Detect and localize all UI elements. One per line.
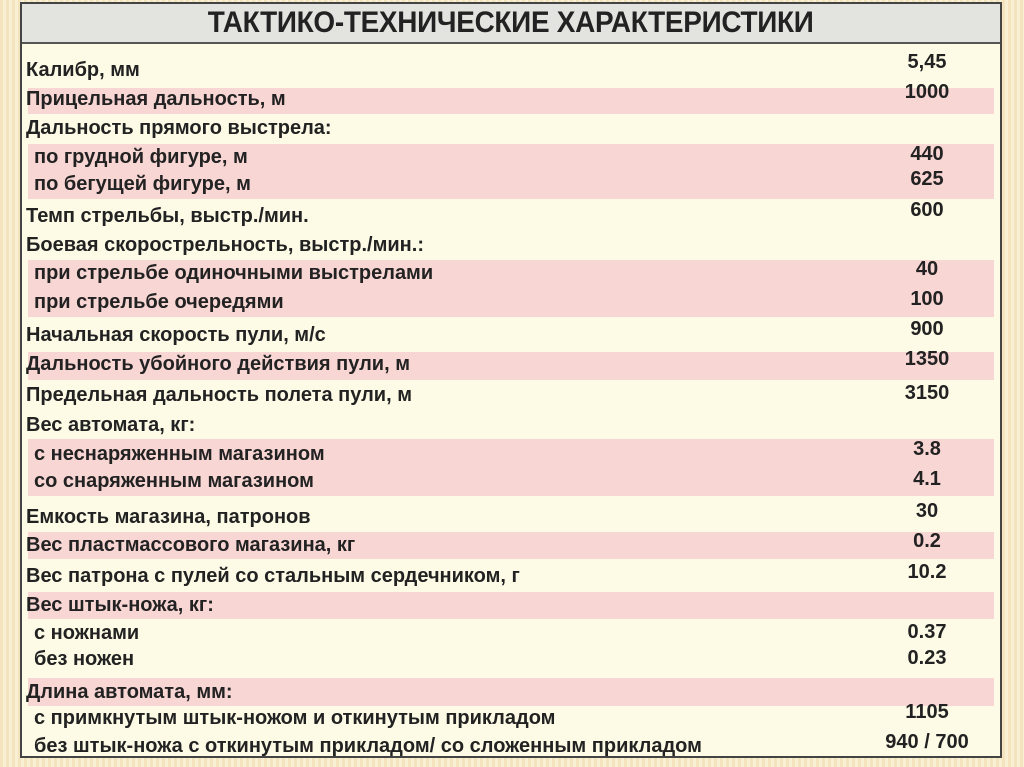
highlight-band: [28, 439, 994, 496]
row-label: Дальность прямого выстрела:: [26, 117, 332, 139]
row-value: 5,45: [907, 51, 947, 73]
row-label: Калибр, мм: [26, 59, 140, 81]
row-label: Вес патрона с пулей со стальным сердечни…: [26, 565, 520, 587]
row-label: Вес пластмассового магазина, кг: [26, 534, 356, 556]
highlight-band: [28, 352, 994, 380]
table-row: без ножен 0.23: [26, 645, 996, 671]
row-value: 10.2: [907, 561, 947, 583]
table-row: Емкость магазина, патронов 30: [26, 500, 996, 529]
table-row: без штык-ножа с откинутым прикладом/ со …: [26, 731, 996, 758]
table-row: Вес пластмассового магазина, кг 0.2: [26, 530, 996, 557]
row-label: Вес штык-ножа, кг:: [26, 594, 214, 616]
row-value: 40: [915, 258, 939, 280]
table-row: по бегущей фигуре, м 625: [26, 168, 996, 196]
row-value: 30: [915, 500, 939, 522]
row-value: 1350: [904, 348, 950, 370]
table-row: со снаряженным магазином 4.1: [26, 467, 996, 493]
row-value: 0.37: [907, 621, 947, 643]
table-row: при стрельбе очередями 100: [26, 288, 996, 314]
row-value: 0.2: [913, 530, 941, 552]
table-row: Дальность прямого выстрела:: [26, 114, 996, 140]
table-row: Вес патрона с пулей со стальным сердечни…: [26, 561, 996, 588]
row-label: Вес автомата, кг:: [26, 414, 196, 436]
row-value: 625: [910, 168, 944, 190]
table-row: Прицельная дальность, м 1000: [26, 81, 996, 111]
row-label: без штык-ножа с откинутым прикладом/ со …: [34, 735, 702, 757]
row-label: по грудной фигуре, м: [34, 146, 248, 168]
row-label: Начальная скорость пули, м/с: [26, 324, 326, 346]
table-row: с примкнутым штык-ножом и откинутым прик…: [26, 701, 996, 730]
row-value: 1000: [904, 81, 950, 103]
page-title: ТАКТИКО-ТЕХНИЧЕСКИЕ ХАРАКТЕРИСТИКИ: [208, 6, 814, 39]
row-label: без ножен: [34, 648, 135, 670]
table-row: Предельная дальность полета пули, м 3150: [26, 381, 996, 407]
row-label: при стрельбе одиночными выстрелами: [34, 262, 434, 284]
table-row: Длина автомата, мм:: [26, 678, 996, 704]
row-label: Длина автомата, мм:: [26, 681, 233, 703]
table-row: с ножнами 0.37: [26, 619, 996, 645]
row-label: Прицельная дальность, м: [26, 88, 286, 110]
row-label: со снаряженным магазином: [34, 470, 314, 492]
table-row: с неснаряженным магазином 3.8: [26, 438, 996, 466]
row-value: 3.8: [913, 438, 941, 460]
row-value: 3150: [904, 382, 950, 404]
row-value: 900: [910, 318, 944, 340]
highlight-band: [28, 592, 994, 619]
table-row: Калибр, мм 5,45: [26, 51, 996, 82]
highlight-band: [28, 532, 994, 559]
header: ТАКТИКО-ТЕХНИЧЕСКИЕ ХАРАКТЕРИСТИКИ: [22, 4, 1000, 44]
row-value: 440: [910, 143, 944, 165]
row-value: 0.23: [907, 647, 947, 669]
table-row: Вес штык-ножа, кг:: [26, 591, 996, 617]
table-row: Начальная скорость пули, м/с 900: [26, 318, 996, 347]
row-value: 600: [910, 199, 944, 221]
row-value: 940 / 700: [885, 731, 969, 753]
row-value: 4.1: [913, 468, 941, 490]
highlight-band: [28, 678, 994, 706]
table-row: по грудной фигуре, м 440: [26, 143, 996, 169]
row-label: с неснаряженным магазином: [34, 443, 325, 465]
highlight-band: [28, 260, 994, 317]
table-row: Боевая скорострельность, выстр./мин.:: [26, 231, 996, 257]
row-label: Боевая скорострельность, выстр./мин.:: [26, 234, 424, 256]
highlight-band: [28, 144, 994, 199]
row-label: Дальность убойного действия пули, м: [26, 353, 410, 375]
specs-table: ТАКТИКО-ТЕХНИЧЕСКИЕ ХАРАКТЕРИСТИКИ Калиб…: [20, 2, 1002, 758]
table-row: Темп стрельбы, выстр./мин. 600: [26, 199, 996, 228]
table-row: Вес автомата, кг:: [26, 411, 996, 437]
row-label: по бегущей фигуре, м: [34, 173, 251, 195]
row-label: Предельная дальность полета пули, м: [26, 384, 413, 406]
row-value: 1105: [905, 701, 949, 723]
row-label: с ножнами: [34, 622, 140, 644]
table-row: при стрельбе одиночными выстрелами 40: [26, 258, 996, 285]
row-label: Емкость магазина, патронов: [26, 506, 311, 528]
row-value: 100: [910, 288, 944, 310]
row-label: Темп стрельбы, выстр./мин.: [26, 205, 309, 227]
row-label: с примкнутым штык-ножом и откинутым прик…: [34, 707, 556, 729]
row-label: при стрельбе очередями: [34, 291, 284, 313]
highlight-band: [28, 88, 994, 114]
table-row: Дальность убойного действия пули, м 1350: [26, 348, 996, 376]
